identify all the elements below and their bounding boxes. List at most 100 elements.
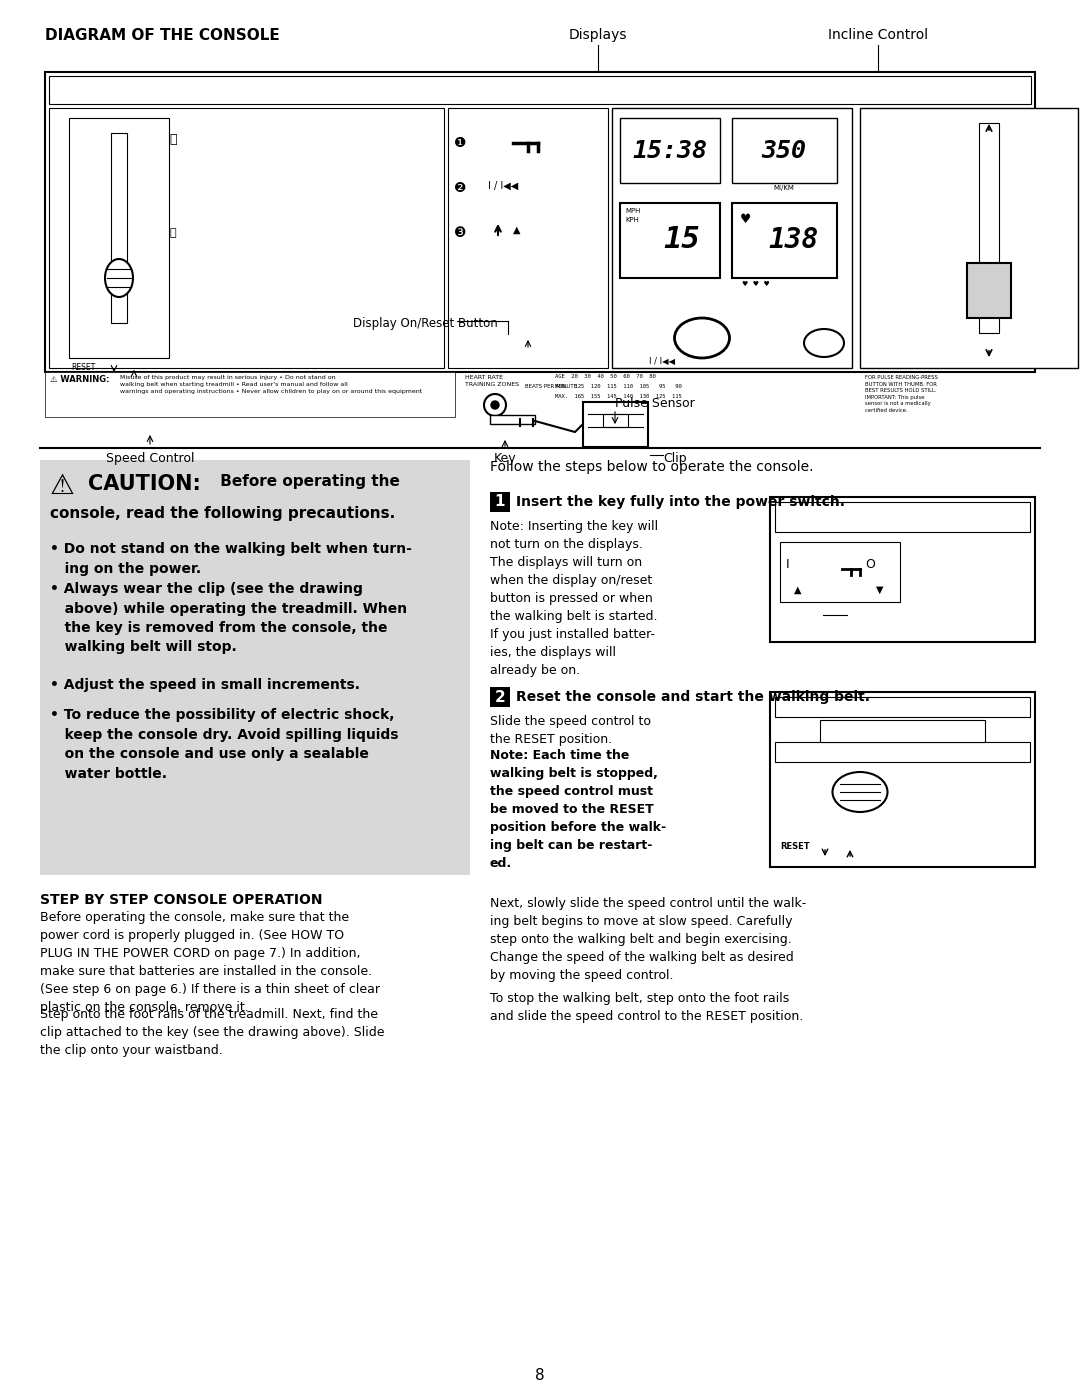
Text: FOR PULSE READING-PRESS
BUTTON WITH THUMB. FOR
BEST RESULTS HOLD STILL.
IMPORTAN: FOR PULSE READING-PRESS BUTTON WITH THUM… <box>865 374 937 414</box>
Text: RESET: RESET <box>71 363 95 372</box>
Text: Next, slowly slide the speed control until the walk-
ing belt begins to move at : Next, slowly slide the speed control unt… <box>490 897 807 982</box>
Text: BEATS PER MINUTE: BEATS PER MINUTE <box>525 384 577 388</box>
Bar <box>612 108 852 367</box>
Text: Before operating the console, make sure that the
power cord is properly plugged : Before operating the console, make sure … <box>40 911 380 1014</box>
Text: • Always wear the clip (see the drawing
   above) while operating the treadmill.: • Always wear the clip (see the drawing … <box>50 583 407 655</box>
Bar <box>770 692 1035 868</box>
Text: ♥  ♥  ♥: ♥ ♥ ♥ <box>742 281 770 286</box>
Bar <box>45 73 1035 372</box>
Text: • Adjust the speed in small increments.: • Adjust the speed in small increments. <box>50 678 360 692</box>
Text: ▲: ▲ <box>513 225 521 235</box>
Text: I / I◀◀: I / I◀◀ <box>488 182 518 191</box>
Text: MAX.  165  155  145  140  130  125  115: MAX. 165 155 145 140 130 125 115 <box>555 394 681 400</box>
Text: I/I◀◀: I/I◀◀ <box>690 328 714 338</box>
Text: 138: 138 <box>769 226 819 254</box>
Circle shape <box>669 186 672 190</box>
Text: Display On/Reset Button: Display On/Reset Button <box>353 317 498 330</box>
Text: Follow the steps below to operate the console.: Follow the steps below to operate the co… <box>490 460 813 474</box>
Text: Incline Control: Incline Control <box>828 28 928 42</box>
Text: DIAGRAM OF THE CONSOLE: DIAGRAM OF THE CONSOLE <box>45 28 280 43</box>
Text: Clip: Clip <box>663 453 687 465</box>
Text: I / I◀◀: I / I◀◀ <box>649 356 675 365</box>
Bar <box>49 75 1031 103</box>
Bar <box>820 719 985 742</box>
Text: Note: Each time the
walking belt is stopped,
the speed control must
be moved to : Note: Each time the walking belt is stop… <box>490 749 666 870</box>
Text: ⚠: ⚠ <box>50 472 75 500</box>
Text: ▲: ▲ <box>794 585 801 595</box>
Text: To stop the walking belt, step onto the foot rails
and slide the speed control t: To stop the walking belt, step onto the … <box>490 992 804 1023</box>
Text: Displays: Displays <box>569 28 627 42</box>
Bar <box>775 502 1030 532</box>
Text: Insert the key fully into the power switch.: Insert the key fully into the power swit… <box>516 495 845 509</box>
Text: console, read the following precautions.: console, read the following precautions. <box>50 506 395 521</box>
Bar <box>860 108 1078 367</box>
Text: O: O <box>865 559 875 571</box>
Bar <box>49 108 444 367</box>
Text: 8: 8 <box>536 1368 544 1383</box>
Text: Before operating the: Before operating the <box>215 474 400 489</box>
Text: MI/KM: MI/KM <box>773 184 795 191</box>
Bar <box>448 108 608 367</box>
Circle shape <box>491 401 499 409</box>
Circle shape <box>666 279 674 288</box>
Text: CAUTION:: CAUTION: <box>87 474 201 495</box>
Bar <box>775 742 1030 761</box>
Circle shape <box>492 133 513 154</box>
Bar <box>490 492 510 511</box>
Bar <box>732 117 837 183</box>
Text: Misuse of this product may result in serious injury • Do not stand on
walking be: Misuse of this product may result in ser… <box>120 374 422 394</box>
Text: • Do not stand on the walking belt when turn-
   ing on the power.: • Do not stand on the walking belt when … <box>50 542 411 576</box>
Bar <box>490 415 535 425</box>
Ellipse shape <box>105 258 133 298</box>
Text: ❷: ❷ <box>454 182 467 196</box>
Text: 15:38: 15:38 <box>633 138 707 163</box>
Text: HEART RATE
TRAINING ZONES: HEART RATE TRAINING ZONES <box>465 374 519 387</box>
Text: I: I <box>786 559 789 571</box>
Bar <box>603 414 627 427</box>
Bar <box>620 203 720 278</box>
Text: Reset the console and start the walking belt.: Reset the console and start the walking … <box>516 690 870 704</box>
Text: 🐾: 🐾 <box>168 228 176 237</box>
Text: 15: 15 <box>663 225 700 254</box>
Circle shape <box>484 394 507 416</box>
Bar <box>967 263 1011 319</box>
Bar <box>40 460 470 875</box>
Text: Note: Inserting the key will
not turn on the displays.
The displays will turn on: Note: Inserting the key will not turn on… <box>490 520 658 678</box>
Text: Pulse Sensor: Pulse Sensor <box>615 397 694 409</box>
Text: ▼: ▼ <box>876 585 883 595</box>
Bar <box>583 402 648 447</box>
Text: 2: 2 <box>495 690 505 704</box>
Bar <box>978 123 999 332</box>
Text: MPH: MPH <box>625 208 640 214</box>
Ellipse shape <box>675 319 729 358</box>
Bar <box>111 133 127 323</box>
Ellipse shape <box>804 330 843 358</box>
Circle shape <box>828 562 842 576</box>
Bar <box>45 372 455 416</box>
Bar <box>775 697 1030 717</box>
Text: 350: 350 <box>761 138 807 163</box>
Text: 1: 1 <box>495 495 505 510</box>
Text: STEP BY STEP CONSOLE OPERATION: STEP BY STEP CONSOLE OPERATION <box>40 893 323 907</box>
Text: RESET: RESET <box>780 842 810 851</box>
Text: Key: Key <box>494 453 516 465</box>
Ellipse shape <box>833 773 888 812</box>
Text: • To reduce the possibility of electric shock,
   keep the console dry. Avoid sp: • To reduce the possibility of electric … <box>50 708 399 781</box>
Bar <box>732 203 837 278</box>
Bar <box>69 117 168 358</box>
Text: KPH: KPH <box>625 217 639 224</box>
Text: Step onto the foot rails of the treadmill. Next, find the
clip attached to the k: Step onto the foot rails of the treadmil… <box>40 1009 384 1058</box>
Text: ⚠ WARNING:: ⚠ WARNING: <box>50 374 109 384</box>
Text: ❶: ❶ <box>454 136 467 149</box>
Bar <box>490 687 510 707</box>
Text: ♥: ♥ <box>740 212 752 226</box>
Text: Slide the speed control to
the RESET position.: Slide the speed control to the RESET pos… <box>490 715 651 746</box>
Text: Speed Control: Speed Control <box>106 453 194 465</box>
Bar <box>780 542 900 602</box>
Text: AGE  20  30  40  50  60  70  80: AGE 20 30 40 50 60 70 80 <box>555 374 656 379</box>
Bar <box>770 497 1035 643</box>
Text: 🐦: 🐦 <box>168 133 176 147</box>
Text: ❸: ❸ <box>454 226 467 240</box>
Bar <box>620 117 720 183</box>
Ellipse shape <box>816 604 854 626</box>
